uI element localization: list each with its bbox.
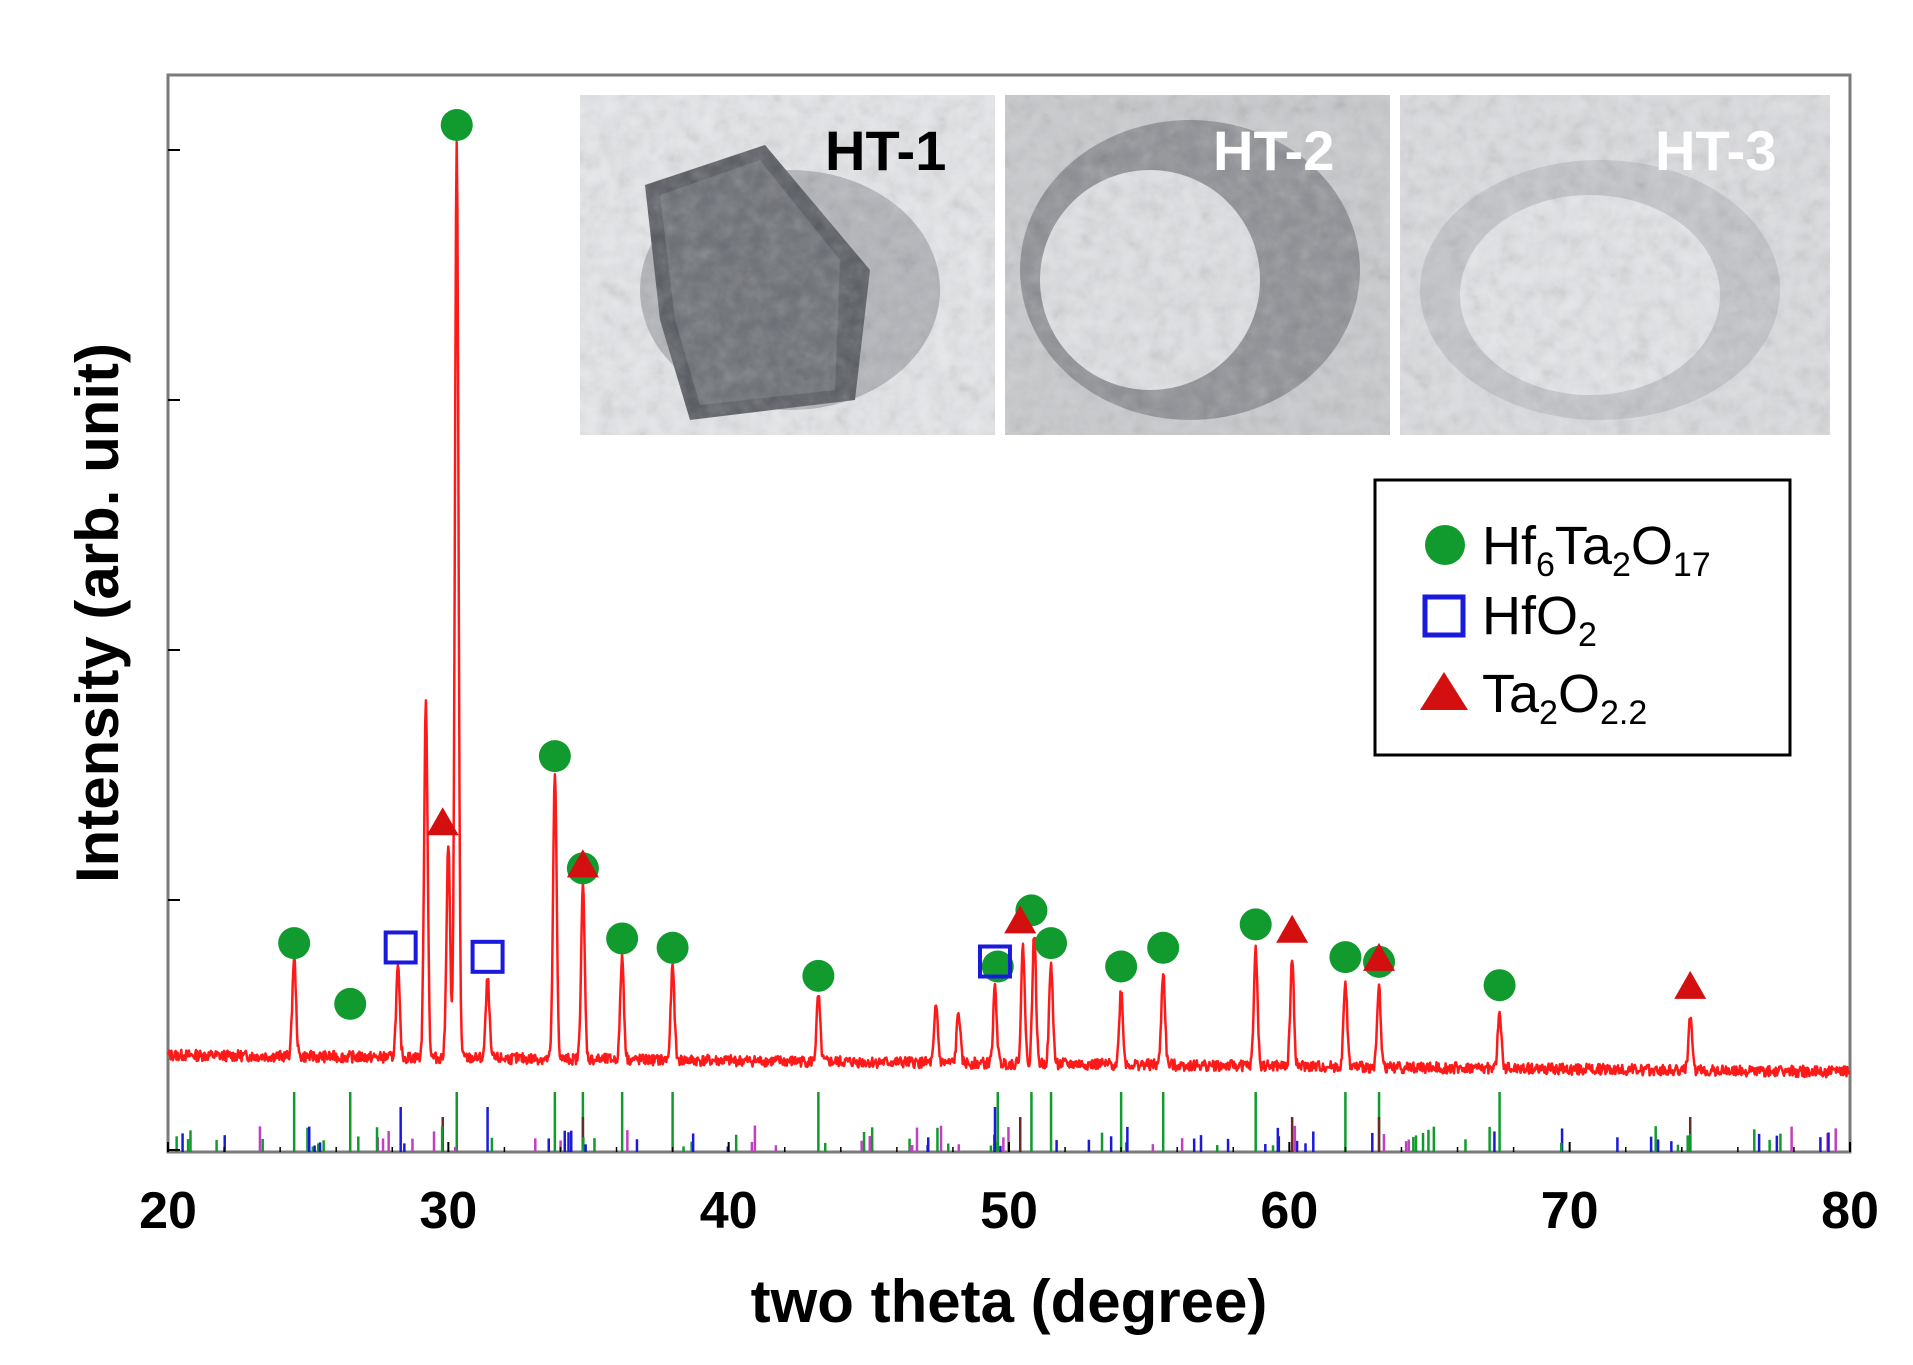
- hf6ta2o17-marker: [538, 740, 571, 773]
- hf6ta2o17-marker: [802, 959, 835, 992]
- legend-triangle-icon: [1420, 672, 1468, 710]
- hf6ta2o17-marker: [334, 987, 367, 1020]
- hf6ta2o17-marker: [1035, 927, 1068, 960]
- x-axis-ticks: 20 30 40 50 60 70 80: [139, 1142, 1879, 1240]
- inset-label-ht1: HT-1: [825, 119, 946, 182]
- legend-label-ta2o22: Ta2O2.2: [1482, 664, 1647, 732]
- x-tick-label: 60: [1260, 1182, 1318, 1240]
- x-tick-label: 20: [139, 1182, 197, 1240]
- inset-photo-ht3: [1400, 95, 1830, 435]
- inset-label-ht2: HT-2: [1213, 119, 1334, 182]
- hf6ta2o17-marker: [1329, 941, 1362, 974]
- hf6ta2o17-marker: [278, 927, 311, 960]
- hf6ta2o17-marker: [1239, 908, 1272, 941]
- hf6ta2o17-marker: [656, 931, 689, 964]
- y-axis-label: Intensity (arb. unit): [64, 343, 131, 883]
- x-tick-label: 50: [980, 1182, 1038, 1240]
- hf6ta2o17-marker: [606, 922, 639, 955]
- ta2o22-marker: [566, 849, 599, 878]
- ta2o22-marker: [426, 807, 459, 836]
- hf6ta2o17-marker: [1147, 931, 1180, 964]
- ta2o22-marker: [1276, 914, 1309, 943]
- x-tick-label: 80: [1821, 1182, 1879, 1240]
- hfo2-marker: [470, 939, 505, 974]
- hf6ta2o17-marker: [1105, 950, 1138, 983]
- xrd-pattern-line: [166, 140, 1851, 1079]
- legend-circle-icon: [1425, 525, 1465, 565]
- hf6ta2o17-marker: [1483, 969, 1516, 1002]
- y-axis-ticks: [168, 149, 180, 1151]
- legend: Hf6Ta2O17 HfO2 Ta2O2.2: [1373, 478, 1792, 757]
- legend-label-hfo2: HfO2: [1482, 586, 1597, 654]
- x-axis-label: two theta (degree): [751, 1268, 1268, 1335]
- hfo2-marker: [383, 930, 418, 965]
- reference-sticks: [175, 1092, 1837, 1152]
- phase-markers: [278, 109, 1707, 1020]
- hfo2-marker: [977, 944, 1012, 979]
- legend-square-icon: [1422, 594, 1466, 638]
- legend-label-hf6ta2o17: Hf6Ta2O17: [1482, 516, 1711, 584]
- inset-label-ht3: HT-3: [1655, 119, 1776, 182]
- inset-photo-ht1: [580, 95, 995, 435]
- x-tick-label: 40: [700, 1182, 758, 1240]
- hf6ta2o17-marker: [440, 109, 473, 141]
- x-tick-label: 30: [419, 1182, 477, 1240]
- x-tick-label: 70: [1541, 1182, 1599, 1240]
- ta2o22-marker: [1674, 970, 1707, 999]
- inset-photo-ht2: [1005, 95, 1390, 435]
- inset-photos: HT-1 HT-2 HT-3: [580, 95, 1830, 435]
- ta2o22-marker: [1004, 905, 1037, 934]
- ta2o22-marker: [1363, 942, 1396, 971]
